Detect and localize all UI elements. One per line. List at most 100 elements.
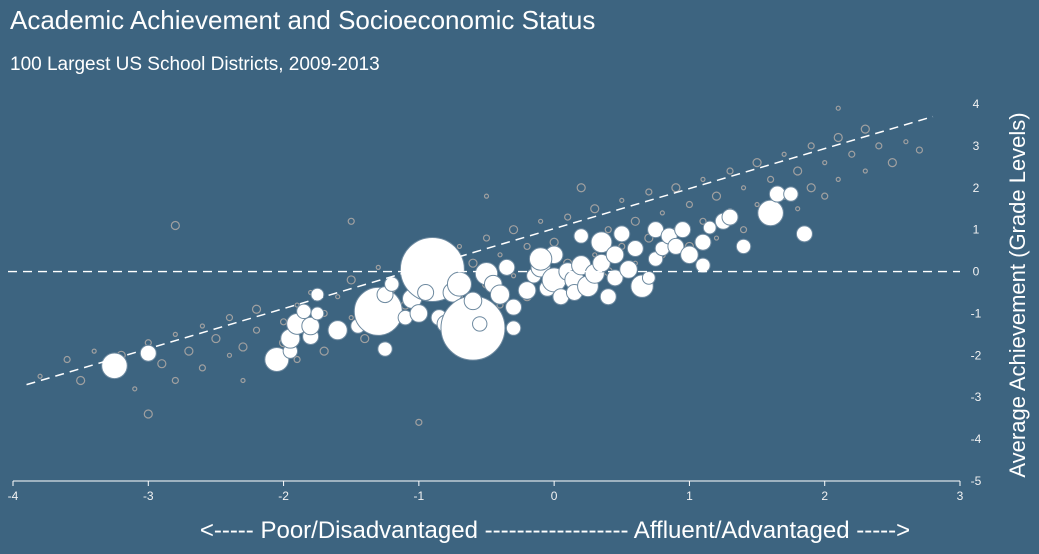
district-bubble xyxy=(517,281,537,300)
district-bubble xyxy=(619,260,638,279)
district-bubble xyxy=(605,245,625,265)
background-point xyxy=(822,160,828,166)
background-point xyxy=(740,185,747,191)
district-bubble xyxy=(296,303,312,320)
x-tick-label: 1 xyxy=(686,489,693,503)
y-tick-label: 0 xyxy=(973,265,980,279)
district-bubble xyxy=(528,247,553,271)
x-tick-label: -3 xyxy=(143,489,154,503)
background-point xyxy=(132,386,138,392)
background-point xyxy=(711,191,722,201)
background-point xyxy=(415,418,423,426)
background-point xyxy=(76,375,86,386)
background-point xyxy=(630,216,640,226)
x-axis-label: <----- Poor/Disadvantaged --------------… xyxy=(200,517,910,544)
background-point xyxy=(887,158,897,168)
background-point xyxy=(538,218,544,224)
district-bubble xyxy=(301,316,320,336)
background-point xyxy=(875,142,883,150)
district-bubble xyxy=(446,271,472,297)
background-point xyxy=(211,333,221,344)
background-point xyxy=(456,243,463,250)
district-bubble xyxy=(590,231,613,254)
district-bubble xyxy=(795,225,813,243)
background-point xyxy=(63,355,71,364)
background-point xyxy=(619,197,625,203)
district-bubble xyxy=(768,185,786,203)
y-tick-label: -5 xyxy=(971,474,982,488)
background-point xyxy=(835,176,841,182)
district-bubble xyxy=(264,347,290,373)
background-point xyxy=(184,346,194,356)
chart-title: Academic Achievement and Socioeconomic S… xyxy=(10,5,595,35)
district-bubble xyxy=(613,225,631,243)
district-bubble xyxy=(757,199,784,227)
x-tick-label: -4 xyxy=(8,489,19,503)
district-bubble xyxy=(101,352,128,380)
district-bubble xyxy=(694,233,712,251)
y-axis-label: Average Achievement (Grade Levels) xyxy=(1005,112,1030,477)
background-point xyxy=(671,183,681,193)
background-point xyxy=(198,364,206,372)
district-bubble xyxy=(417,284,435,301)
background-point xyxy=(807,142,815,150)
background-point xyxy=(157,359,167,369)
district-bubble xyxy=(327,320,348,341)
background-point xyxy=(659,210,665,216)
background-point xyxy=(143,409,153,419)
background-point xyxy=(225,314,234,322)
background-point xyxy=(713,235,720,241)
y-tick-label: -4 xyxy=(971,432,982,446)
background-point xyxy=(483,193,490,199)
y-tick-label: -2 xyxy=(971,348,982,362)
background-point xyxy=(375,264,381,270)
background-point xyxy=(752,158,762,168)
background-point xyxy=(604,226,612,234)
y-tick-label: 3 xyxy=(973,139,980,153)
background-point xyxy=(564,213,572,221)
y-tick-label: -1 xyxy=(971,306,982,320)
background-point xyxy=(171,376,179,385)
y-tick-label: -3 xyxy=(971,390,982,404)
background-point xyxy=(590,204,600,214)
background-point xyxy=(347,217,355,225)
background-point xyxy=(523,242,531,251)
y-tick-label: 2 xyxy=(973,181,980,195)
district-bubble xyxy=(310,306,325,321)
background-point xyxy=(576,183,586,193)
background-point xyxy=(293,355,301,364)
district-bubble xyxy=(139,344,157,362)
background-point xyxy=(685,200,694,209)
background-point xyxy=(739,226,748,234)
district-bubble xyxy=(626,240,644,258)
background-point xyxy=(348,315,354,321)
background-point xyxy=(251,304,262,314)
background-point xyxy=(226,352,233,358)
background-point xyxy=(645,188,653,196)
background-point xyxy=(903,139,909,145)
background-point xyxy=(781,151,787,157)
background-point xyxy=(860,124,870,134)
background-point xyxy=(766,175,775,183)
background-point xyxy=(497,252,503,258)
x-axis-ticks: -4 -3 -2 -1 0 1 2 3 xyxy=(8,481,964,503)
background-point xyxy=(294,302,300,308)
district-bubble xyxy=(667,237,685,255)
y-axis-ticks: 4 3 2 1 0 -1 -2 -3 -4 -5 xyxy=(971,97,982,488)
district-bubble xyxy=(702,220,717,235)
x-tick-label: 3 xyxy=(957,489,964,503)
background-point xyxy=(833,132,843,143)
background-point xyxy=(468,258,478,268)
district-bubble xyxy=(377,341,393,357)
background-point xyxy=(915,146,924,154)
district-bubble xyxy=(498,258,516,276)
background-point xyxy=(360,333,370,344)
district-bubble xyxy=(505,298,523,316)
district-bubble xyxy=(472,316,488,332)
district-bubble xyxy=(641,270,656,285)
district-bubble xyxy=(599,288,617,306)
background-point xyxy=(848,150,856,158)
district-bubble xyxy=(695,257,711,273)
x-tick-label: -1 xyxy=(414,489,425,503)
